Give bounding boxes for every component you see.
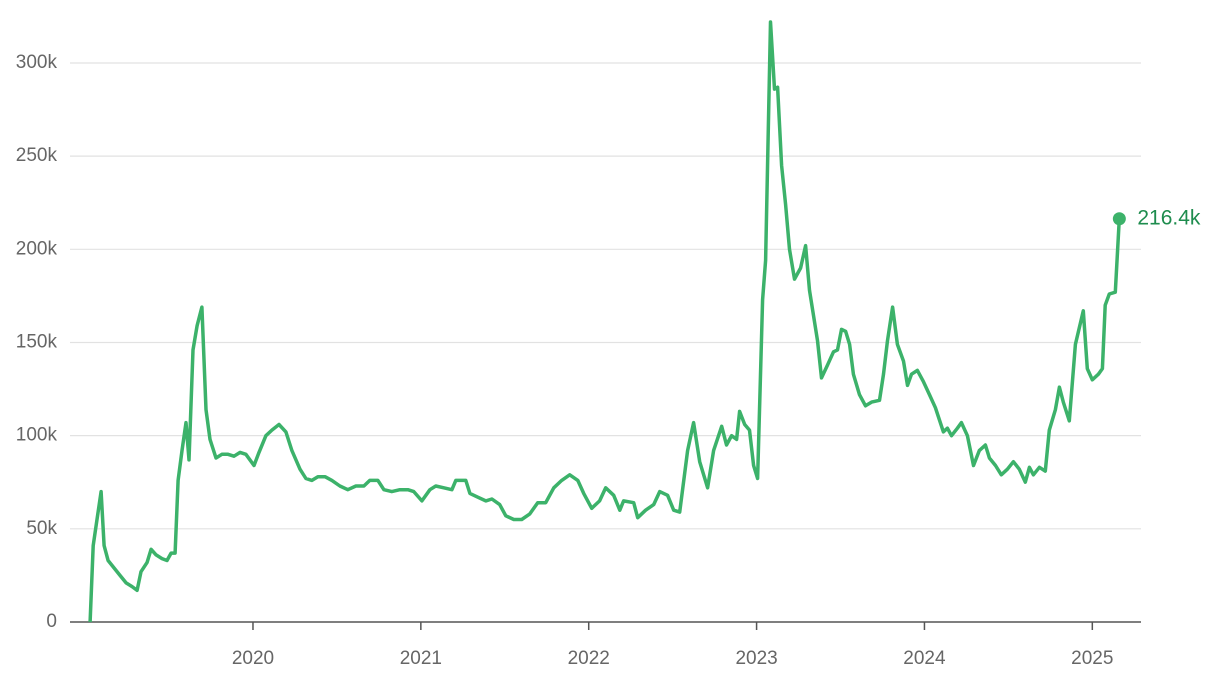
x-tick-label: 2021 <box>400 648 442 669</box>
y-tick-label: 0 <box>46 611 57 632</box>
end-point <box>1112 212 1126 226</box>
x-tick-label: 2025 <box>1071 648 1113 669</box>
y-tick-label: 250k <box>16 145 58 166</box>
y-tick-label: 100k <box>16 425 58 446</box>
y-tick-label: 300k <box>16 52 58 73</box>
end-label: 216.4k <box>1137 206 1201 229</box>
y-tick-label: 50k <box>26 518 57 539</box>
x-tick-label: 2023 <box>735 648 777 669</box>
y-tick-label: 200k <box>16 238 58 259</box>
x-tick-label: 2024 <box>903 648 946 669</box>
y-tick-label: 150k <box>16 332 58 353</box>
line <box>88 20 1122 623</box>
x-tick-label: 2022 <box>568 648 610 669</box>
x-tick-label: 2020 <box>232 648 274 669</box>
